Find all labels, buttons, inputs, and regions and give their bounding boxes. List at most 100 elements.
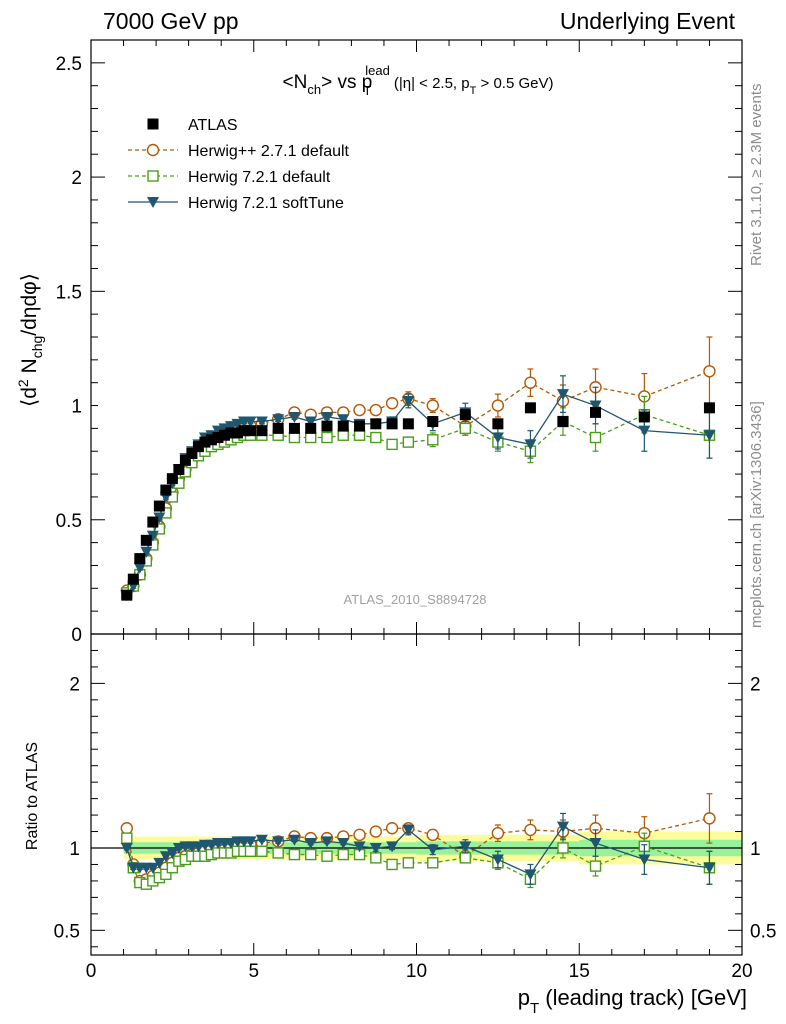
main-line-herwig-2-7-1-default	[126, 370, 710, 592]
main-point-atlas	[459, 409, 471, 421]
legend-label-atlas: ATLAS	[188, 117, 238, 134]
ratio-point-herwig-7-2-1-default	[337, 848, 349, 861]
ratio-point-herwig-2-7-1-default	[426, 828, 439, 842]
main-point-atlas	[244, 425, 256, 437]
legend-marker-3	[147, 197, 159, 208]
main-point-herwig-7-2-1-softtune	[703, 430, 716, 442]
ratio-point-herwig-7-2-1-softtune	[638, 854, 651, 866]
ratio-point-herwig-7-2-1-softtune	[369, 843, 382, 854]
main-point-herwig-7-2-1-default	[153, 523, 166, 535]
main-point-herwig-7-2-1-softtune	[133, 562, 146, 574]
main-point-herwig-7-2-1-softtune	[272, 414, 285, 426]
main-point-atlas	[590, 406, 602, 418]
ratio-series-layer	[120, 793, 716, 890]
ratio-point-herwig-7-2-1-default	[305, 848, 317, 861]
main-point-atlas	[305, 422, 317, 434]
ratio-y-tick-label-right: 0.5	[750, 921, 776, 942]
main-point-atlas	[427, 416, 439, 428]
main-point-herwig-7-2-1-default	[459, 422, 472, 435]
main-point-atlas	[166, 473, 178, 485]
main-point-atlas	[192, 441, 204, 453]
legend-label-herwig72-default: Herwig 7.2.1 default	[188, 169, 331, 186]
main-point-atlas	[231, 427, 243, 439]
ratio-point-herwig-2-7-1-default	[353, 828, 366, 842]
ratio-y-axis-label: Ratio to ATLAS	[24, 742, 41, 850]
ratio-point-herwig-7-2-1-default	[166, 862, 179, 874]
ratio-point-herwig-7-2-1-softtune	[288, 834, 301, 846]
main-point-atlas	[238, 425, 250, 437]
ratio-point-herwig-7-2-1-default	[386, 858, 398, 871]
ratio-point-herwig-2-7-1-default	[524, 823, 537, 837]
main-point-atlas	[147, 516, 159, 528]
main-y-tick-label: 1	[71, 397, 82, 418]
ratio-point-herwig-2-7-1-default	[703, 812, 716, 825]
main-point-herwig-7-2-1-softtune	[224, 421, 237, 433]
x-axis-label: pT (leading track) [GeV]	[518, 985, 747, 1017]
main-point-atlas	[288, 422, 300, 434]
ratio-point-herwig-7-2-1-softtune	[304, 838, 317, 850]
ratio-point-herwig-7-2-1-softtune	[353, 841, 366, 853]
ratio-point-herwig-7-2-1-softtune	[589, 838, 602, 850]
main-y-tick-label: 2.5	[56, 54, 82, 75]
x-tick-label: 0	[86, 961, 97, 982]
ratio-point-herwig-7-2-1-softtune	[402, 824, 415, 836]
main-point-atlas	[134, 553, 146, 565]
main-point-atlas	[337, 420, 349, 432]
main-point-atlas	[140, 534, 152, 546]
main-y-tick-label: 1.5	[56, 282, 82, 303]
header-left: 7000 GeV pp	[103, 8, 239, 34]
main-point-atlas	[199, 436, 211, 448]
legend-marker-1	[146, 143, 160, 157]
main-point-herwig-7-2-1-softtune	[231, 418, 244, 430]
main-point-atlas	[321, 420, 333, 432]
ratio-point-herwig-7-2-1-softtune	[524, 869, 537, 881]
ratio-point-herwig-7-2-1-softtune	[166, 847, 179, 859]
main-point-atlas	[186, 448, 198, 460]
main-point-herwig-7-2-1-softtune	[140, 546, 153, 558]
ratio-y-tick-label: 2	[69, 674, 80, 695]
main-point-herwig-2-7-1-default	[369, 403, 383, 417]
main-point-atlas	[492, 418, 504, 430]
main-point-atlas	[638, 411, 650, 423]
axes-layer	[90, 39, 743, 956]
ratio-point-herwig-7-2-1-softtune	[153, 857, 166, 869]
main-point-herwig-7-2-1-softtune	[211, 425, 224, 437]
ratio-point-herwig-7-2-1-default	[557, 842, 569, 854]
ratio-point-herwig-7-2-1-default	[589, 860, 602, 872]
main-point-herwig-7-2-1-softtune	[218, 423, 231, 435]
main-point-atlas	[121, 589, 133, 601]
main-point-atlas	[205, 434, 217, 446]
main-point-herwig-2-7-1-default	[385, 397, 399, 410]
main-point-herwig-7-2-1-default	[353, 429, 366, 441]
main-point-herwig-7-2-1-softtune	[491, 432, 504, 444]
x-tick-label: 5	[248, 961, 259, 982]
legend-marker-2	[147, 170, 159, 182]
analysis-watermark: ATLAS_2010_S8894728	[344, 592, 487, 607]
rivet-version-label: Rivet 3.1.10, ≥ 2.3M events	[748, 84, 765, 267]
main-point-atlas	[225, 427, 237, 439]
main-y-tick-label: 0	[71, 625, 82, 646]
main-series-layer	[120, 336, 716, 602]
ratio-y-tick-label-right: 1	[750, 839, 761, 860]
ratio-point-herwig-7-2-1-softtune	[703, 862, 716, 874]
main-point-atlas	[173, 464, 185, 476]
main-point-atlas	[354, 420, 366, 432]
ratio-point-herwig-7-2-1-softtune	[491, 854, 504, 866]
main-point-atlas	[218, 429, 230, 441]
main-point-atlas	[127, 573, 139, 585]
main-point-herwig-7-2-1-softtune	[556, 389, 569, 401]
main-point-herwig-7-2-1-default	[589, 431, 602, 444]
ratio-point-herwig-7-2-1-default	[459, 852, 472, 864]
legend-markers	[128, 118, 178, 208]
ratio-point-herwig-7-2-1-default	[288, 848, 301, 861]
main-point-atlas	[524, 402, 536, 414]
main-point-atlas	[179, 454, 191, 466]
legend-label-herwig72-softtune: Herwig 7.2.1 softTune	[188, 195, 344, 212]
main-point-atlas	[370, 418, 382, 430]
ratio-point-herwig-2-7-1-default	[491, 826, 505, 840]
main-point-herwig-7-2-1-default	[288, 431, 301, 444]
ratio-point-herwig-7-2-1-default	[272, 847, 284, 859]
ratio-point-herwig-7-2-1-default	[160, 868, 172, 881]
main-y-tick-label: 2	[71, 168, 82, 189]
main-point-herwig-7-2-1-softtune	[146, 530, 159, 542]
